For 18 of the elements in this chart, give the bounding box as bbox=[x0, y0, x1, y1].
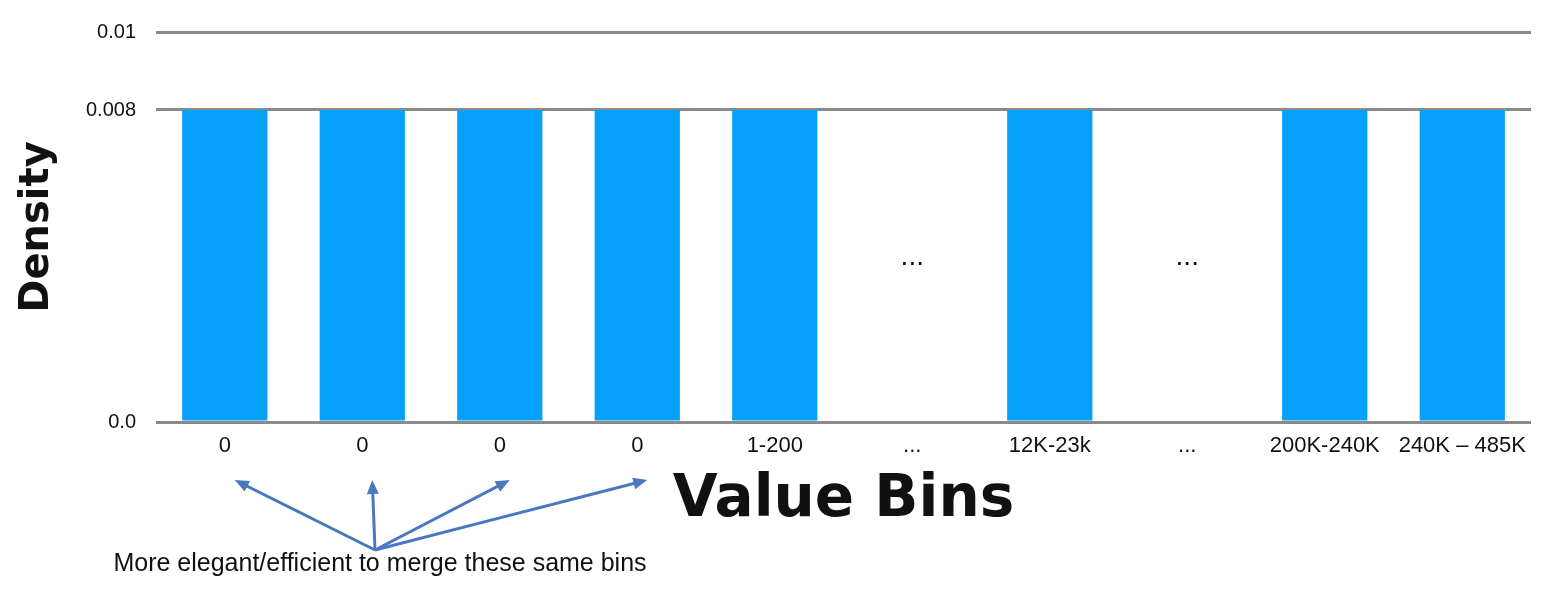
text: More elegant/efficient to merge these same bins bbox=[112, 548, 648, 577]
x-tick-label: 200K-240K bbox=[1269, 432, 1381, 458]
x-tick-label: ... bbox=[903, 432, 922, 458]
annotation: ... bbox=[900, 239, 924, 271]
x-tick-label: 1-200 bbox=[746, 432, 803, 458]
x-tick-label: ... bbox=[1178, 432, 1197, 458]
x-tick-label: 0 bbox=[356, 432, 369, 458]
x-tick-label: 12K-23k bbox=[1008, 432, 1092, 458]
annotation: ... bbox=[1175, 239, 1199, 271]
x-axis-title: Value Bins bbox=[672, 462, 1015, 531]
x-tick-label: 240K – 485K bbox=[1398, 432, 1527, 458]
x-tick-label: 0 bbox=[493, 432, 506, 458]
y-tick-label: 0.01 bbox=[97, 19, 137, 42]
y-tick-label: 0.008 bbox=[85, 97, 137, 120]
y-tick-label: 0.0 bbox=[108, 409, 137, 432]
y-axis-title: Density bbox=[11, 141, 58, 313]
x-tick-label: 0 bbox=[631, 432, 644, 458]
x-tick-label: 0 bbox=[218, 432, 231, 458]
